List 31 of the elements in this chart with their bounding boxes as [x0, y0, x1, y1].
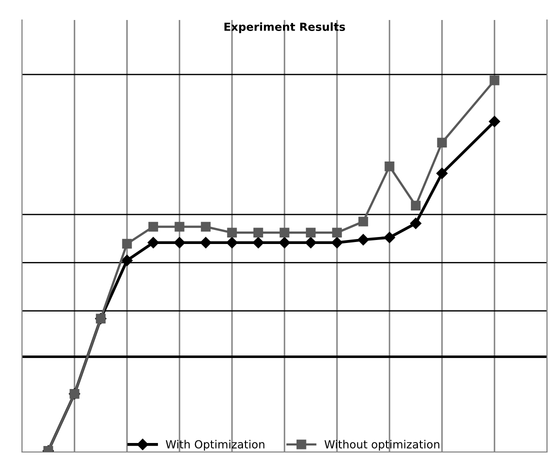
point [437, 138, 447, 148]
point [280, 228, 290, 238]
point [410, 218, 422, 230]
point [200, 222, 211, 232]
point [490, 76, 500, 86]
point [121, 254, 133, 266]
point [384, 161, 394, 172]
chart-title: Experiment Results [224, 22, 346, 34]
point [226, 237, 238, 248]
point [148, 237, 159, 248]
legend-label: Without optimization [324, 440, 440, 451]
point [488, 116, 500, 128]
point [358, 234, 369, 246]
point [252, 237, 264, 248]
point [332, 228, 342, 238]
point [253, 228, 264, 238]
point [306, 228, 316, 238]
point [436, 168, 448, 179]
point [148, 222, 158, 232]
point [358, 216, 368, 226]
legend-label: With Optimization [166, 440, 264, 451]
point [122, 238, 132, 249]
point [278, 237, 290, 248]
point [305, 237, 316, 248]
point [227, 228, 237, 238]
point [174, 222, 184, 232]
point [384, 232, 396, 244]
point [174, 237, 186, 248]
point [331, 237, 343, 248]
point [200, 237, 212, 248]
point [410, 200, 421, 210]
